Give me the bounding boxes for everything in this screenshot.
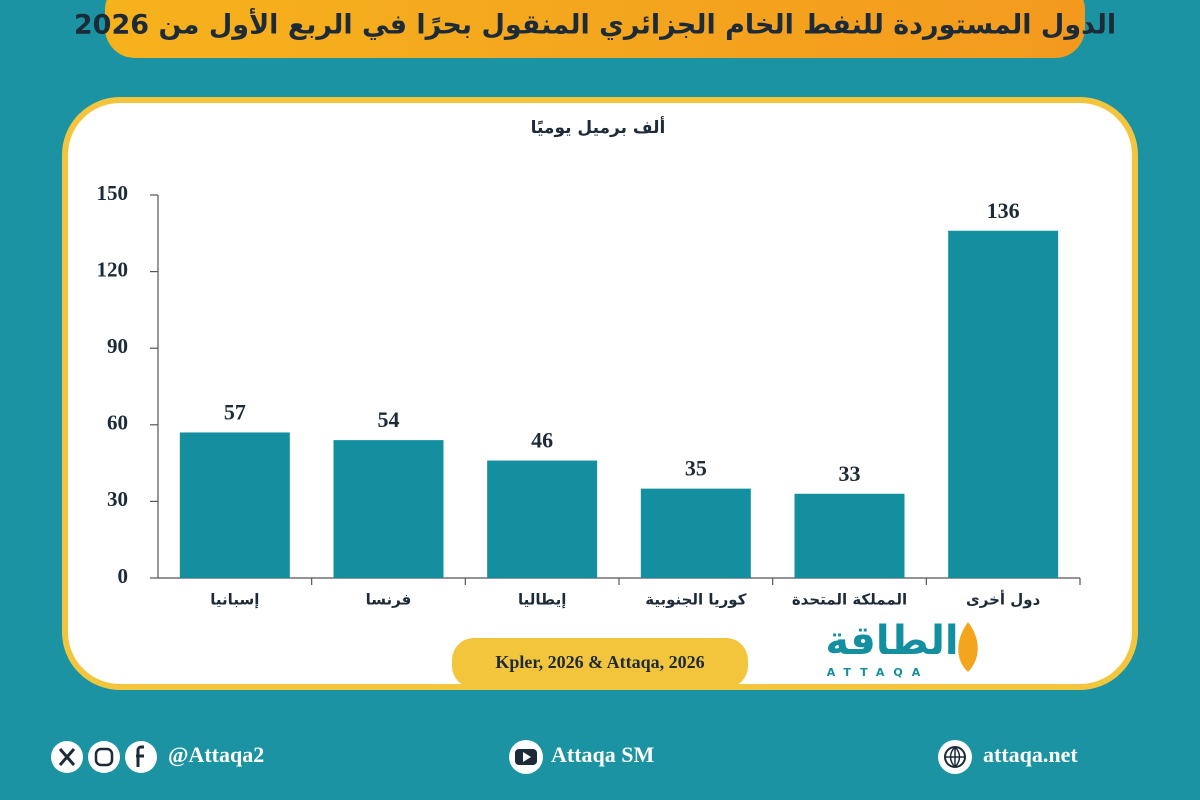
y-tick-label: 0 <box>118 564 129 588</box>
bar <box>487 460 598 578</box>
source-box <box>452 638 748 688</box>
bar <box>640 488 751 578</box>
x-glyph <box>58 748 76 766</box>
plot: 0 30 60 90 120 150 57 إسبانيا 54 فرنسا 46 إيطاليا 35… <box>97 181 1081 609</box>
globe-lines <box>945 746 965 768</box>
x-tick-label: المملكة المتحدة <box>792 591 907 609</box>
facebook-glyph <box>136 745 144 767</box>
value-label: 54 <box>378 407 400 432</box>
instagram-icon[interactable] <box>88 741 120 773</box>
title-banner <box>105 0 1085 58</box>
youtube-play <box>523 752 531 762</box>
logo-name: الطاقة <box>825 618 958 664</box>
x-tick-label: دول أخرى <box>966 590 1041 609</box>
y-tick-label: 150 <box>97 181 129 205</box>
logo-latin: ATTAQA <box>827 666 929 679</box>
subtitle: ألف برميل يوميًا <box>531 116 666 138</box>
x-tick-label: إيطاليا <box>518 591 566 609</box>
bar <box>948 230 1059 578</box>
y-tick-label: 60 <box>107 411 128 435</box>
x-tick-label: إسبانيا <box>210 591 259 609</box>
logo-drop <box>958 622 978 672</box>
instagram-glyph <box>94 747 114 767</box>
social-handle[interactable]: @Attaqa2 <box>168 742 264 767</box>
y-tick-label: 30 <box>107 487 128 511</box>
value-label: 46 <box>531 428 553 453</box>
value-label: 35 <box>685 456 707 481</box>
website[interactable]: attaqa.net <box>983 742 1078 767</box>
value-label: 33 <box>839 461 861 486</box>
youtube-name[interactable]: Attaqa SM <box>551 742 655 767</box>
x-tick-label: فرنسا <box>366 591 412 609</box>
x-tick-label: كوريا الجنوبية <box>645 591 746 609</box>
y-tick-label: 120 <box>97 257 129 281</box>
value-label: 57 <box>224 400 246 425</box>
bar <box>333 440 444 578</box>
y-tick-label: 90 <box>107 334 128 358</box>
source: Kpler, 2026 & Attaqa, 2026 <box>495 652 704 672</box>
chart-title: الدول المستوردة للنفط الخام الجزائري الم… <box>74 8 1116 41</box>
bar <box>794 493 905 578</box>
bar <box>179 432 290 578</box>
value-label: 136 <box>987 198 1020 223</box>
